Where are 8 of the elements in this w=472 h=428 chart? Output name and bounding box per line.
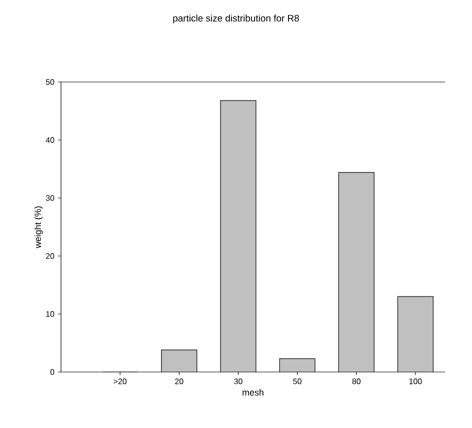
y-axis-title: weight (%): [34, 206, 43, 248]
bar: [280, 358, 316, 372]
bar: [397, 296, 434, 372]
chart-title: particle size distribution for R8: [173, 14, 299, 24]
x-axis-title: mesh: [242, 389, 264, 396]
bar: [338, 172, 374, 372]
bar: [220, 100, 256, 372]
bar: [161, 350, 197, 372]
